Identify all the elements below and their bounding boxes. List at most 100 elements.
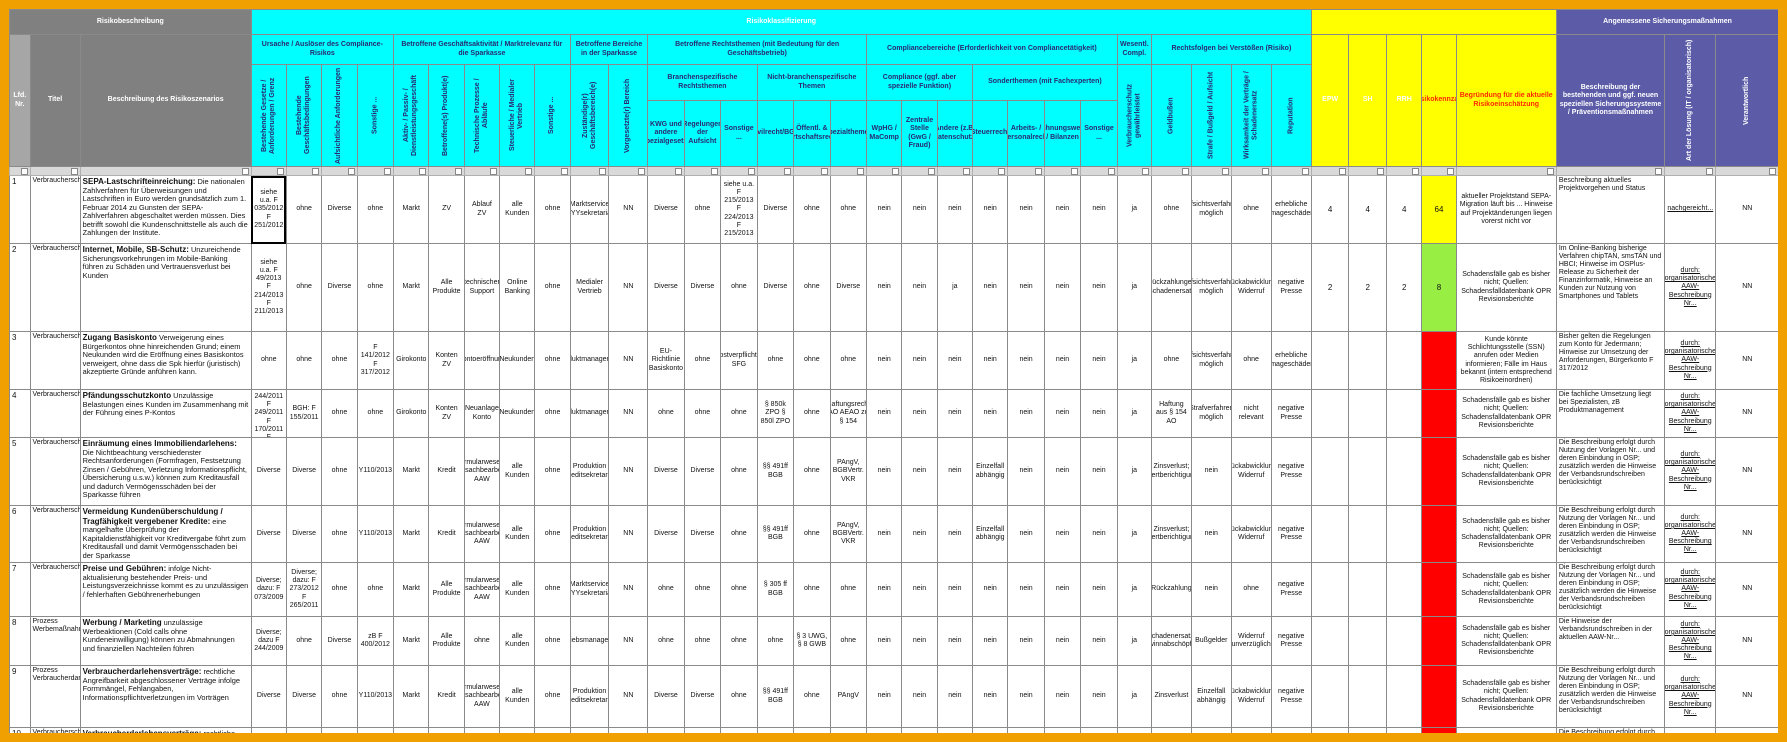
column-header-content: Technische Prozesse / Abläufe [473,78,489,153]
measure-cell: NN [1715,175,1778,244]
filter-button[interactable] [285,166,323,176]
filter-button[interactable] [356,166,395,176]
filter-button[interactable] [1043,166,1082,176]
filter-button[interactable] [1386,166,1423,176]
classification-cell: nein [936,437,974,506]
description-heading: Internet, Mobile, SB-Schutz: [82,245,189,254]
classification-cell: ohne [793,331,831,390]
filter-button[interactable] [534,166,571,176]
filter-button[interactable] [1150,166,1192,176]
column-header: Bestehende Gesetze / Anforderungen / Gre… [250,64,287,167]
filter-button[interactable] [9,166,31,176]
filter-button[interactable] [1190,166,1232,176]
filter-button[interactable] [321,166,358,176]
classification-cell-content: Girokonto [396,356,427,364]
filter-button[interactable] [793,166,831,176]
filter-button[interactable] [1270,166,1312,176]
filter-button[interactable] [463,166,501,176]
filter-button[interactable] [1007,166,1045,176]
filter-button[interactable] [393,166,430,176]
column-header: Verbraucherschutz gewährleistet [1116,64,1152,167]
classification-cell: nein [1080,389,1118,438]
filter-button[interactable] [29,166,81,176]
group-header: Risikobeschreibung [9,9,252,35]
row-title-content: Prozess Werbemaßnahmen [32,618,80,634]
classification-cell: ohne [356,243,395,332]
assessment-cell [1421,331,1457,390]
description-body: Verweigerung eines Bürgerkontos ohne hin… [82,333,244,377]
filter-button[interactable] [866,166,903,176]
row-number: 10 [9,727,31,733]
row-number-content: 6 [12,507,17,516]
classification-cell: ohne [1230,175,1272,244]
description-body: Die Nichtbeachtung verschiedenster Recht… [82,447,247,500]
classification-cell-content: ohne [544,529,561,537]
classification-cell-content: NN [623,692,634,700]
filter-button[interactable] [499,166,536,176]
filter-button[interactable] [1080,166,1118,176]
filter-button[interactable] [756,166,795,176]
classification-cell-content: Einzelfall abhängig [1196,688,1226,704]
classification-cell-content: ohne [331,467,348,475]
classification-cell-content: siehe u.a. F 215/2013 F 224/2013 F 215/2… [723,181,755,237]
filter-button[interactable] [428,166,465,176]
classification-cell: ohne [720,665,758,728]
classification-cell-content: Konten ZV [435,352,458,368]
filter-button[interactable] [683,166,722,176]
filter-button[interactable] [829,166,868,176]
classification-cell-content: nein [877,409,891,417]
filter-button[interactable] [79,166,252,176]
filter-button[interactable] [1664,166,1717,176]
filter-button[interactable] [972,166,1009,176]
classification-cell-content: negative Presse [1277,688,1305,704]
classification-cell-content: alle Kunden [505,463,530,479]
classification-cell: nein [866,616,903,666]
filter-button[interactable] [936,166,974,176]
assessment-cell: Schadensfälle gab es bisher nicht; Quell… [1455,243,1557,332]
assessment-cell [1310,437,1350,506]
filter-button[interactable] [569,166,610,176]
classification-cell-content: nein [948,636,962,644]
classification-cell-content: Rückabwicklung Widerruf [1232,279,1270,295]
risk-row: 8 Prozess WerbemaßnahmenWerbung / Marketi… [9,616,1778,666]
filter-button[interactable] [1455,166,1557,176]
filter-button[interactable] [901,166,938,176]
column-header-content: Reputation [1287,97,1295,134]
column-header-row: KWG und andere SpezialgesetzeRegelungen … [10,100,1779,167]
filter-button[interactable] [1310,166,1350,176]
filter-button[interactable] [250,166,287,176]
assessment-cell [1386,505,1423,563]
classification-cell: ZV [428,175,465,244]
classification-cell: nein [1190,437,1232,506]
classification-cell-content: Produktmanagement [571,409,608,417]
classification-cell-content: Diverse [256,692,281,700]
classification-cell: nein [1007,175,1045,244]
filter-button[interactable] [1348,166,1388,176]
measure-cell-content: NN [1742,636,1753,644]
column-header: Sonstige ... [356,64,395,167]
filter-button[interactable] [1421,166,1457,176]
assessment-cell: Schadensfälle gab es bisher nicht; Quell… [1455,665,1557,728]
column-header-content: Vorgesetzte(r) Bereich [624,78,632,153]
filter-button[interactable] [1715,166,1778,176]
measure-cell: NN [1715,331,1778,390]
assessment-cell: Schadensfälle gab es bisher nicht [1455,727,1557,733]
category-header-content: Rechtsfolgen bei Verstößen (Risiko) [1171,45,1292,53]
filter-button[interactable] [1555,166,1666,176]
filter-button[interactable] [720,166,758,176]
classification-cell-content: nein [1019,205,1033,213]
classification-cell: negative Presse [1270,616,1312,666]
filter-button[interactable] [647,166,685,176]
measure-cell-content: NN [1742,467,1753,475]
filter-button[interactable] [1230,166,1272,176]
classification-cell: Diverse [250,505,287,563]
measure-cell: durch: organisatorische AAW-Beschreibung… [1664,562,1717,617]
assessment-cell: Schadensfälle gab es bisher nicht; Quell… [1455,437,1557,506]
filter-button[interactable] [608,166,649,176]
assessment-cell [1310,665,1350,728]
row-number: 1 [9,175,31,244]
assessment-cell-content: 8 [1436,282,1442,292]
risk-row: 4 VerbraucherschutzPfändungsschutzkonto U… [9,389,1778,438]
filter-button[interactable] [1116,166,1152,176]
classification-cell: ohne [793,175,831,244]
